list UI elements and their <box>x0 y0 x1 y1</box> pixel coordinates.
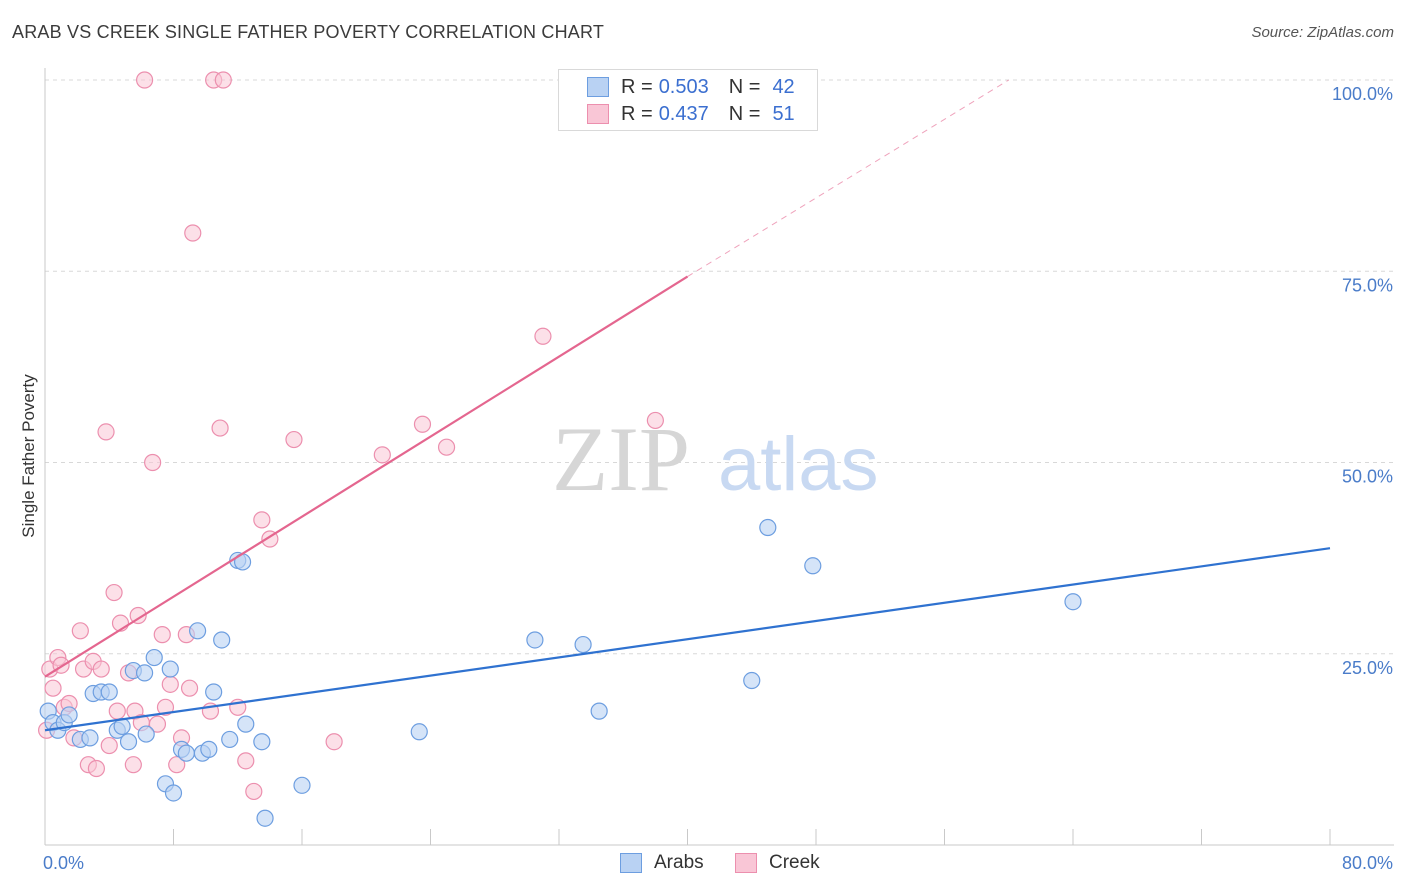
arabs-point <box>759 518 777 537</box>
arabs-point <box>81 729 99 747</box>
creek-point <box>124 756 142 774</box>
creek-point <box>184 224 202 242</box>
bottom-creek-swatch <box>735 853 757 873</box>
creek-point <box>144 453 162 472</box>
y-tick-label-75: 75.0% <box>1342 275 1393 295</box>
arabs-point <box>221 730 239 749</box>
creek-point <box>646 411 664 430</box>
trend-lines <box>44 79 1331 732</box>
source-label: Source: ZipAtlas.com <box>1251 24 1394 41</box>
legend-row-creek: R = 0.437 N = 51 <box>559 101 795 127</box>
creek-point <box>156 698 175 716</box>
creek-n-value: 51 <box>772 102 795 125</box>
arabs-point <box>526 631 544 649</box>
creek-point <box>211 419 229 437</box>
arabs-point <box>293 776 311 794</box>
x-tick-labels: 0.0% 80.0% <box>43 853 1393 873</box>
arabs-point <box>177 744 195 762</box>
arabs-point <box>137 725 155 743</box>
creek-point <box>237 752 255 770</box>
creek-point <box>44 679 62 697</box>
creek-point <box>161 675 179 693</box>
creek-point <box>100 736 118 755</box>
creek-point <box>253 511 271 529</box>
watermark-zip: ZIP <box>552 408 690 510</box>
bottom-legend-creek: Creek <box>735 852 820 874</box>
arabs-point <box>804 557 822 575</box>
y-tick-labels: 25.0% 50.0% 75.0% 100.0% <box>1332 84 1393 678</box>
creek-point <box>92 660 110 678</box>
creek-point <box>325 733 343 751</box>
arabs-r-value: 0.503 <box>658 75 709 98</box>
arabs-point <box>200 740 218 758</box>
y-tick-label-100: 100.0% <box>1332 84 1393 104</box>
arabs-point <box>119 733 138 751</box>
creek-point <box>214 71 232 89</box>
legend: R = 0.503 N = 42 R = 0.437 N = 51 <box>558 69 818 131</box>
arabs-point <box>188 622 207 640</box>
creek-r-label: R = <box>621 102 653 125</box>
creek-point <box>148 715 167 733</box>
arabs-points <box>39 518 1082 827</box>
creek-point <box>437 438 456 456</box>
bottom-arabs-label: Arabs <box>654 852 704 873</box>
creek-trend-extension <box>687 79 1010 278</box>
arabs-point <box>410 723 428 741</box>
creek-point <box>108 702 126 720</box>
arabs-point <box>164 784 183 802</box>
bottom-arabs-swatch <box>620 853 642 873</box>
arabs-point <box>590 702 608 720</box>
chart-title: ARAB VS CREEK SINGLE FATHER POVERTY CORR… <box>12 22 605 42</box>
y-tick-label-50: 50.0% <box>1342 467 1393 487</box>
creek-point <box>129 606 147 625</box>
arabs-n-label: N = <box>728 75 761 98</box>
creek-point <box>534 327 552 345</box>
bottom-legend-arabs: Arabs <box>620 852 704 874</box>
arabs-r-label: R = <box>621 75 653 98</box>
arabs-point <box>213 631 231 649</box>
watermark: ZIP atlas <box>552 408 879 510</box>
arabs-point <box>256 809 274 827</box>
arabs-point <box>100 683 118 701</box>
creek-trend-line <box>44 275 689 678</box>
arabs-point <box>60 706 78 724</box>
y-axis-label: Single Father Poverty <box>19 374 38 538</box>
y-tick-label-25: 25.0% <box>1342 658 1393 678</box>
creek-r-value: 0.437 <box>658 102 709 125</box>
watermark-atlas: atlas <box>718 422 879 507</box>
arabs-n-value: 42 <box>772 75 795 98</box>
creek-point <box>180 679 199 697</box>
creek-point <box>245 782 263 801</box>
creek-point <box>135 71 154 89</box>
x-tick-label-max: 80.0% <box>1342 853 1393 873</box>
creek-point <box>71 622 89 640</box>
creek-point <box>105 583 123 602</box>
arabs-point <box>1064 593 1082 611</box>
x-tick-label-min: 0.0% <box>43 853 84 873</box>
arabs-point <box>145 648 163 667</box>
arabs-point <box>161 660 179 678</box>
creek-point <box>87 759 106 778</box>
arabs-point <box>574 635 592 654</box>
creek-point <box>285 430 303 449</box>
arabs-point <box>237 715 255 733</box>
arabs-point <box>205 683 223 701</box>
arabs-trend-line <box>44 547 1331 732</box>
arabs-point <box>253 733 271 751</box>
creek-point <box>168 756 186 774</box>
arabs-swatch <box>587 77 609 97</box>
arabs-point <box>743 671 761 690</box>
creek-swatch <box>587 104 609 124</box>
creek-n-label: N = <box>728 102 761 125</box>
creek-point <box>373 446 391 464</box>
creek-point <box>153 626 171 644</box>
arabs-point <box>135 664 154 682</box>
creek-point <box>97 423 115 441</box>
legend-row-arabs: R = 0.503 N = 42 <box>559 74 795 100</box>
bottom-creek-label: Creek <box>769 852 820 873</box>
creek-point <box>413 415 432 433</box>
